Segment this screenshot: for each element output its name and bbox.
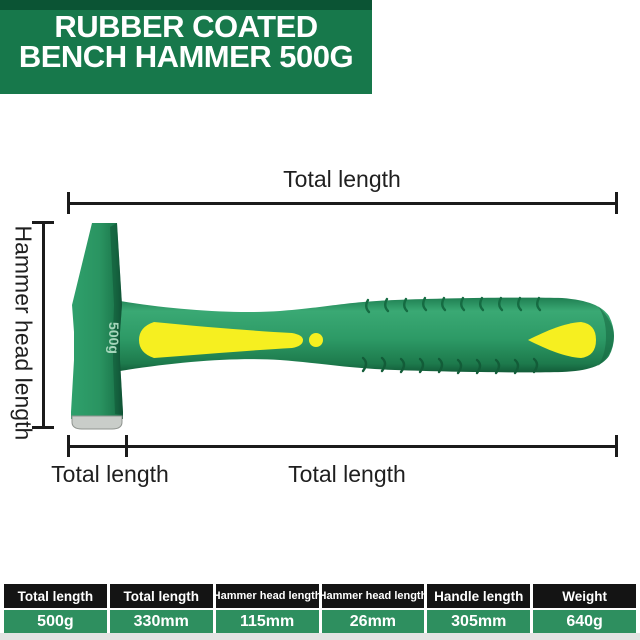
dim-label-total-length-top: Total length — [283, 166, 401, 192]
spec-header-cell: Hammer head length — [215, 584, 319, 608]
hammer-head — [71, 223, 123, 419]
dimension-tick — [615, 435, 618, 457]
weight-mark-text: 500g — [106, 322, 122, 354]
spec-value-cell: 305mm — [427, 610, 531, 633]
title-banner: RUBBER COATED BENCH HAMMER 500G — [0, 0, 372, 94]
spec-header-cell: Total length — [109, 584, 213, 608]
dimension-line-left — [42, 222, 45, 428]
banner-top-strip — [0, 0, 372, 10]
handle-yellow-dot — [309, 333, 323, 347]
dimension-tick — [32, 221, 54, 224]
dimension-tick — [615, 192, 618, 214]
handle-yellow-teardrop — [528, 322, 596, 358]
handle-yellow-stripe — [139, 322, 303, 358]
hammer-handle — [120, 297, 614, 373]
handle-butt-cap — [598, 306, 614, 366]
handle-ribs-top — [365, 296, 542, 314]
dimension-tick — [67, 435, 70, 457]
spec-table-header-row: Total length Total length Hammer head le… — [4, 584, 636, 608]
spec-header-cell: Total length — [4, 584, 107, 608]
hammer-head-shading — [110, 223, 123, 414]
spec-table-value-row: 500g 330mm 115mm 26mm 305mm 640g — [4, 608, 636, 633]
dimension-line-top — [68, 202, 617, 205]
hammer-face-cap — [71, 415, 123, 430]
banner-title-line1: RUBBER COATED — [54, 9, 318, 44]
dimension-line-bottom — [68, 445, 617, 448]
dimension-tick — [125, 435, 128, 457]
page-bottom-strip — [0, 633, 640, 640]
spec-value-cell: 500g — [4, 610, 107, 633]
dim-label-total-length-bottom-right: Total length — [288, 461, 406, 487]
spec-value-cell: 115mm — [215, 610, 319, 633]
spec-value-cell: 26mm — [321, 610, 425, 633]
spec-value-cell: 640g — [533, 610, 636, 633]
spec-header-cell: Weight — [533, 584, 636, 608]
dimension-tick — [32, 426, 54, 429]
spec-header-cell: Handle length — [427, 584, 531, 608]
banner-title-line2: BENCH HAMMER 500G — [18, 39, 354, 74]
spec-value-cell: 330mm — [109, 610, 213, 633]
dimension-tick — [67, 192, 70, 214]
banner-title: RUBBER COATED BENCH HAMMER 500G — [0, 9, 372, 74]
handle-ribs-bottom — [361, 356, 539, 375]
spec-table: Total length Total length Hammer head le… — [4, 584, 636, 633]
dim-label-total-length-bottom-left: Total length — [51, 461, 169, 487]
spec-header-cell: Hammer head length — [321, 584, 425, 608]
